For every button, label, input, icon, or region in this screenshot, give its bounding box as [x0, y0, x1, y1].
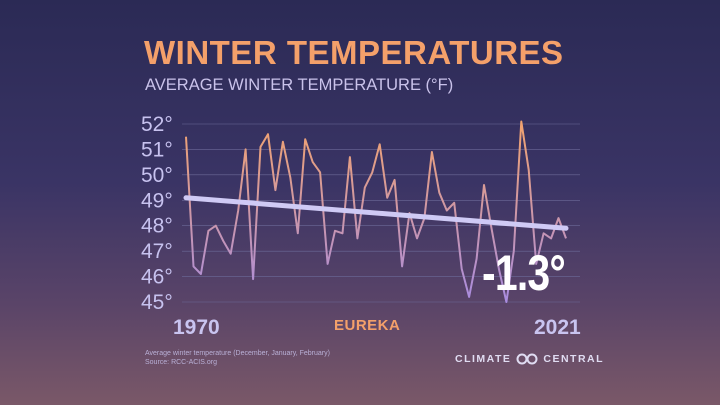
chart-subtitle: AVERAGE WINTER TEMPERATURE (°F) [145, 76, 454, 94]
y-tick-label: 47° [141, 240, 173, 263]
y-tick-label: 45° [141, 291, 173, 314]
footnote-source: Source: RCC-ACIS.org [145, 359, 217, 366]
climate-central-brand: CLIMATE CENTRAL [455, 353, 604, 365]
brand-right-text: CENTRAL [543, 353, 605, 365]
trend-group [183, 195, 569, 231]
location-label: EUREKA [334, 317, 401, 334]
y-tick-label: 51° [141, 138, 173, 161]
chart-title: WINTER TEMPERATURES [144, 34, 564, 71]
series-group [185, 120, 567, 303]
y-tick-label: 52° [141, 113, 173, 136]
trend-line [183, 195, 569, 231]
y-tick-label: 49° [141, 189, 173, 212]
x-tick-label-start: 1970 [173, 316, 220, 339]
x-tick-label-end: 2021 [534, 316, 581, 339]
climate-central-logo-icon [516, 353, 538, 365]
y-axis-ticks: 45°46° 47°48° 49°50° 51°52° [141, 113, 173, 314]
temperature-change-label: -1.3° [482, 245, 566, 301]
y-tick-label: 48° [141, 215, 173, 238]
y-tick-label: 46° [141, 266, 173, 289]
y-tick-label: 50° [141, 164, 173, 187]
series-line [185, 120, 567, 303]
footnote-description: Average winter temperature (December, Ja… [145, 350, 330, 357]
brand-left-text: CLIMATE [455, 353, 512, 365]
